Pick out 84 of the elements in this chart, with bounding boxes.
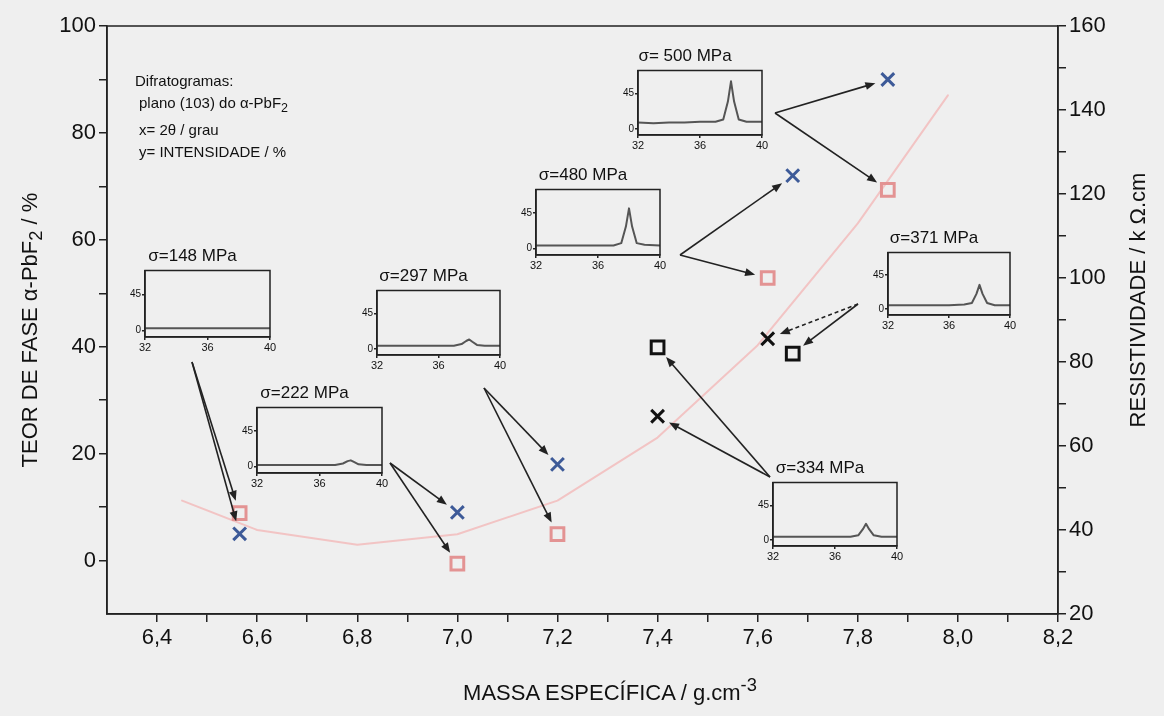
y-tick-label: 45	[622, 87, 635, 99]
x-axis-title: MASSA ESPECÍFICA / g.cm$^{-3}$	[463, 674, 757, 706]
x-tick-label: 40	[890, 549, 904, 562]
y-tick-label: 0	[878, 302, 885, 314]
chart-title: σ=334 MPa	[775, 457, 865, 477]
point	[649, 339, 666, 356]
point	[549, 526, 566, 543]
point	[784, 345, 801, 362]
y-tick-label: 0	[628, 122, 635, 134]
x-tick-label: 40	[493, 358, 507, 371]
x-tick-label: 32	[631, 138, 645, 151]
y-tick-label: 0	[83, 546, 96, 572]
x-tick-label: 40	[375, 476, 389, 489]
x-tick-label: 8,0	[942, 624, 974, 650]
annotation: plano (103) do α-PbF$_{2}$	[138, 93, 289, 117]
y2-tick-label: 40	[1069, 516, 1094, 542]
point	[879, 181, 896, 198]
point	[649, 408, 666, 425]
x-tick-label: 6,4	[141, 624, 173, 650]
y2-tick-label: 140	[1069, 96, 1106, 122]
point	[231, 505, 248, 522]
x-tick-label: 40	[653, 258, 667, 271]
x-tick-label: 32	[529, 258, 543, 271]
chart-title: σ=480 MPa	[538, 164, 628, 184]
x-tick-label: 32	[250, 476, 264, 489]
y-tick-label: 20	[71, 439, 96, 465]
y2-tick-label: 100	[1069, 264, 1106, 290]
y2-tick-label: 60	[1069, 432, 1094, 458]
annotation: Difratogramas:	[135, 71, 235, 91]
x-tick-label: 32	[881, 318, 895, 331]
x-tick-label: 36	[693, 138, 707, 151]
y-tick-label: 45	[361, 307, 374, 319]
x-tick-label: 40	[263, 340, 277, 353]
chart-title: σ=222 MPa	[260, 382, 350, 402]
y-tick-label: 100	[59, 12, 96, 38]
point	[759, 270, 776, 286]
y2-tick-label: 80	[1069, 348, 1094, 374]
x-tick-label: 36	[591, 258, 605, 271]
y-tick-label: 45	[241, 424, 254, 436]
point	[231, 525, 248, 542]
y2-tick-label: 160	[1069, 12, 1106, 38]
y-tick-label: 60	[71, 225, 96, 251]
x-tick-label: 36	[432, 358, 445, 371]
x-tick-label: 36	[201, 340, 214, 353]
x-tick-label: 36	[313, 476, 326, 489]
y-tick-label: 45	[520, 206, 533, 218]
x-tick-label: 7,6	[742, 624, 773, 650]
chart-title: σ=297 MPa	[379, 265, 469, 285]
y-tick-label: 0	[247, 460, 254, 472]
chart-title: σ=371 MPa	[889, 227, 979, 247]
x-tick-label: 32	[370, 358, 384, 371]
chart-title: σ=148 MPa	[148, 245, 238, 265]
x-tick-label: 7,0	[442, 624, 473, 650]
x-tick-label: 6,6	[241, 624, 273, 650]
y-tick-label: 0	[526, 242, 533, 254]
y-tick-label: 0	[135, 324, 142, 336]
y-tick-label: 80	[71, 118, 96, 144]
y-tick-label: 0	[763, 533, 770, 545]
y2-tick-label: 120	[1069, 180, 1106, 206]
x-tick-label: 36	[942, 318, 956, 331]
point	[759, 330, 776, 347]
point	[784, 167, 801, 184]
x-tick-label: 36	[828, 549, 842, 562]
x-tick-label: 32	[766, 549, 780, 562]
point	[879, 71, 896, 88]
y-tick-label: 45	[872, 268, 885, 280]
x-tick-label: 32	[138, 340, 152, 353]
x-tick-label: 8,2	[1042, 624, 1074, 650]
y-tick-label: 45	[757, 499, 770, 511]
point	[449, 504, 466, 521]
y2-axis-title: RESISTIVIDADE / k Ω.cm	[1125, 172, 1151, 428]
annotation: y= INTENSIDADE / %	[138, 142, 288, 162]
annotation: x= 2θ / grau	[138, 120, 220, 140]
y-tick-label: 0	[367, 342, 374, 354]
chart-title: σ= 500 MPa	[638, 45, 733, 65]
point	[449, 555, 466, 572]
y-tick-label: 45	[129, 288, 142, 300]
x-tick-label: 7,8	[842, 624, 874, 650]
x-tick-label: 40	[1003, 318, 1017, 331]
x-tick-label: 7,2	[542, 624, 573, 650]
y2-tick-label: 20	[1069, 600, 1094, 626]
x-tick-label: 7,4	[642, 624, 673, 650]
x-tick-label: 6,8	[341, 624, 373, 650]
point	[549, 456, 566, 473]
